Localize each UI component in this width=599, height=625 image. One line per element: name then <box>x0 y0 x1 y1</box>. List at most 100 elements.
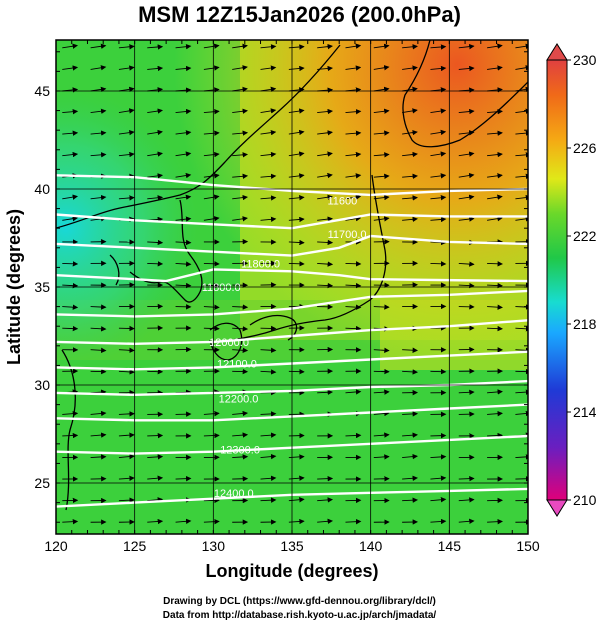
x-axis-ticks: 120 125 130 135 140 145 150 <box>44 40 540 554</box>
contour-label: 12400.0 <box>214 488 254 500</box>
wind-vector <box>62 65 79 71</box>
wind-vector <box>345 518 362 525</box>
wind-vector <box>345 325 362 332</box>
wind-vector <box>118 411 135 417</box>
wind-vector <box>90 43 107 49</box>
wind-vector <box>90 194 107 201</box>
wind-vector <box>232 152 249 158</box>
wind-vector <box>487 389 503 395</box>
wind-vector <box>345 282 362 289</box>
wind-vector <box>430 216 447 223</box>
wind-vector <box>487 410 503 417</box>
wind-vector <box>203 194 220 200</box>
wind-vector <box>345 432 362 439</box>
wind-vector <box>232 108 248 114</box>
wind-vector <box>175 172 192 179</box>
x-tick-label: 145 <box>438 538 462 554</box>
wind-vector <box>373 454 390 460</box>
colorbar-gradient <box>546 59 568 501</box>
wind-vector <box>147 173 164 179</box>
wind-vector <box>260 129 277 136</box>
wind-vector <box>232 216 248 222</box>
wind-vector <box>260 44 277 50</box>
wind-vector <box>118 453 135 460</box>
wind-vector <box>203 151 220 158</box>
wind-vector <box>62 43 79 49</box>
wind-vector <box>147 108 163 114</box>
wind-vector <box>288 129 305 136</box>
wind-vector <box>402 173 418 180</box>
credit-drawing: Drawing by DCL (https://www.gfd-dennou.o… <box>163 596 436 607</box>
wind-vector <box>90 108 107 114</box>
wind-vector <box>90 432 107 438</box>
colorbar-label: 222 <box>573 228 597 244</box>
wind-vector <box>317 261 334 267</box>
wind-vector <box>203 130 220 136</box>
wind-vector <box>430 518 447 525</box>
wind-vector <box>288 65 305 72</box>
wind-vector <box>430 173 447 179</box>
wind-vector <box>260 173 277 180</box>
wind-vector <box>458 389 475 395</box>
wind-vector <box>402 347 419 353</box>
wind-vector <box>203 65 220 71</box>
wind-vector <box>260 347 277 353</box>
wind-vector <box>232 173 249 179</box>
wind-vector <box>232 194 249 201</box>
wind-vector <box>345 389 362 395</box>
wind-vector <box>203 410 220 417</box>
wind-vector <box>430 454 447 460</box>
wind-vector <box>175 518 192 524</box>
wind-vector <box>232 65 248 71</box>
x-axis-label: Longitude (degrees) <box>205 561 378 581</box>
wind-vector <box>232 304 249 310</box>
wind-vector <box>458 216 475 222</box>
x-tick-label: 135 <box>280 538 304 554</box>
contour-label: 11600 <box>327 196 357 208</box>
wind-vector <box>487 108 503 115</box>
wind-vector <box>260 108 277 114</box>
wind-vector <box>90 152 107 158</box>
wind-vector <box>90 130 107 136</box>
wind-vector <box>175 108 192 115</box>
wind-vector <box>62 304 79 310</box>
wind-vector <box>317 108 334 115</box>
wind-vector <box>147 151 163 157</box>
wind-vector <box>487 518 503 525</box>
wind-vector <box>458 497 475 503</box>
wind-vector <box>373 152 390 158</box>
wind-vector <box>118 108 135 114</box>
wind-vector <box>345 43 362 49</box>
wind-vector <box>62 151 79 158</box>
wind-vector <box>430 368 447 375</box>
wind-vector <box>458 518 475 524</box>
contour-label: 11800.0 <box>202 282 241 294</box>
contour-line <box>56 234 528 257</box>
wind-vector <box>373 43 390 49</box>
wind-vector <box>402 497 419 503</box>
wind-vector <box>232 130 249 136</box>
wind-vector <box>430 108 447 114</box>
wind-vector <box>402 475 418 481</box>
wind-vector <box>288 475 305 481</box>
wind-vector <box>402 108 418 114</box>
wind-vector <box>402 195 418 201</box>
wind-vector <box>288 454 305 460</box>
wind-vector <box>62 130 79 136</box>
wind-vector <box>487 325 503 332</box>
x-tick-label: 130 <box>202 538 226 554</box>
wind-vector <box>487 43 503 49</box>
contour-label: 12100.0 <box>217 358 257 370</box>
x-tick-label: 125 <box>123 538 147 554</box>
wind-vector <box>118 65 135 71</box>
wind-vector <box>345 194 362 200</box>
wind-vector <box>373 432 390 438</box>
wind-vector <box>203 108 220 115</box>
wind-vector <box>147 368 164 375</box>
y-tick-label: 45 <box>34 83 50 99</box>
contour-label: 12300.0 <box>220 445 260 457</box>
wind-vector <box>317 497 334 503</box>
wind-vector <box>232 326 249 332</box>
wind-vector <box>317 475 334 482</box>
